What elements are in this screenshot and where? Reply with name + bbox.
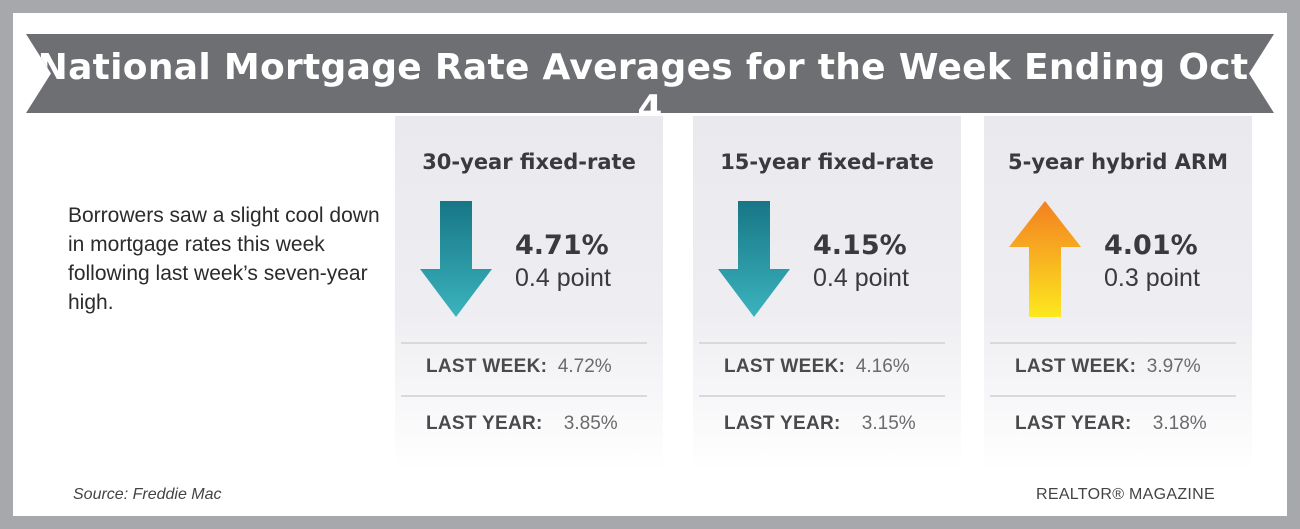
last-year-label: LAST YEAR: xyxy=(1015,413,1132,434)
divider xyxy=(699,342,945,344)
title-banner: National Mortgage Rate Averages for the … xyxy=(26,34,1274,113)
last-week-stat: LAST WEEK: 4.16% xyxy=(724,356,910,378)
card-title: 30-year fixed-rate xyxy=(422,150,636,174)
card-title: 15-year fixed-rate xyxy=(720,150,934,174)
divider xyxy=(401,342,647,344)
rate-change: 0.3 point xyxy=(1104,264,1200,292)
card-15-year-fixed: 15-year fixed-rate 4.15% 0.4 point LAST … xyxy=(693,116,961,472)
last-year-stat: LAST YEAR: 3.18% xyxy=(1015,413,1207,435)
last-week-value: 3.97% xyxy=(1146,356,1201,377)
intro-text: Borrowers saw a slight cool down in mort… xyxy=(68,204,380,314)
current-rate: 4.71% xyxy=(515,230,609,261)
last-year-value: 3.85% xyxy=(563,413,618,434)
last-year-value: 3.15% xyxy=(861,413,916,434)
rate-change: 0.4 point xyxy=(515,264,611,292)
rate-change: 0.4 point xyxy=(813,264,909,292)
current-rate: 4.15% xyxy=(813,230,907,261)
card-5-year-hybrid-arm: 5-year hybrid ARM 4.01% 0.3 point LAST W… xyxy=(984,116,1252,472)
current-rate: 4.01% xyxy=(1104,230,1198,261)
source-note: Source: Freddie Mac xyxy=(73,486,222,503)
last-year-label: LAST YEAR: xyxy=(426,413,543,434)
divider xyxy=(990,342,1236,344)
last-week-stat: LAST WEEK: 3.97% xyxy=(1015,356,1201,378)
last-week-stat: LAST WEEK: 4.72% xyxy=(426,356,612,378)
last-week-value: 4.72% xyxy=(557,356,612,377)
card-30-year-fixed: 30-year fixed-rate 4.71% 0.4 point LAST … xyxy=(395,116,663,472)
last-week-value: 4.16% xyxy=(855,356,910,377)
last-year-label: LAST YEAR: xyxy=(724,413,841,434)
down-arrow-icon xyxy=(420,201,492,317)
card-title: 5-year hybrid ARM xyxy=(1008,150,1228,174)
last-year-value: 3.18% xyxy=(1152,413,1207,434)
last-week-label: LAST WEEK: xyxy=(724,356,846,377)
divider xyxy=(401,395,647,397)
last-week-label: LAST WEEK: xyxy=(426,356,548,377)
page-title: National Mortgage Rate Averages for the … xyxy=(37,47,1263,129)
last-year-stat: LAST YEAR: 3.15% xyxy=(724,413,916,435)
up-arrow-icon xyxy=(1009,201,1081,317)
down-arrow-icon xyxy=(718,201,790,317)
last-week-label: LAST WEEK: xyxy=(1015,356,1137,377)
brand-logo: REALTOR® MAGAZINE xyxy=(1036,486,1215,503)
divider xyxy=(990,395,1236,397)
divider xyxy=(699,395,945,397)
last-year-stat: LAST YEAR: 3.85% xyxy=(426,413,618,435)
